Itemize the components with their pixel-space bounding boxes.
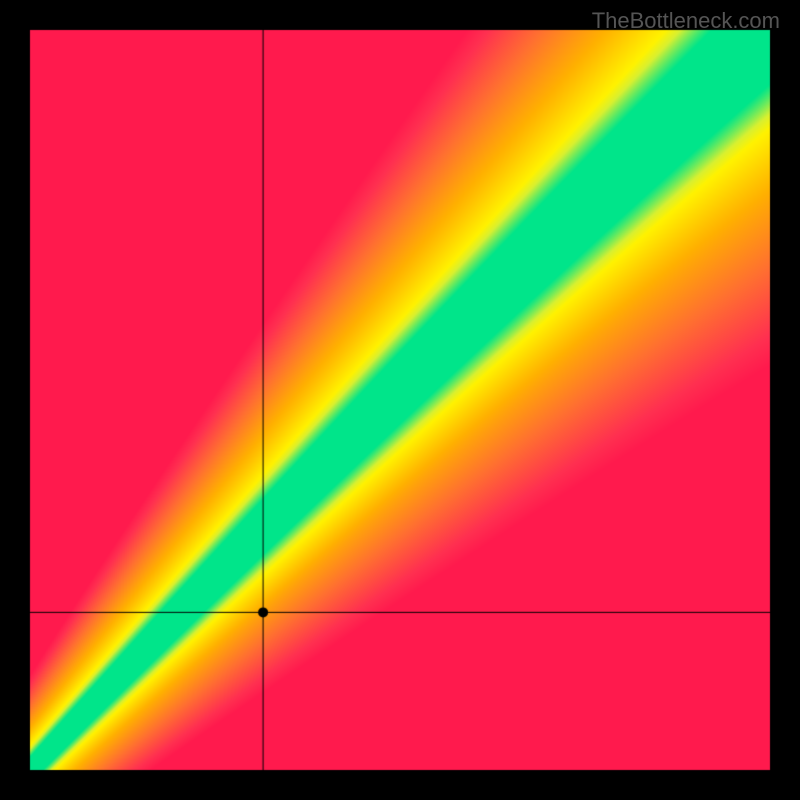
bottleneck-heatmap-canvas [0,0,800,800]
watermark-text: TheBottleneck.com [592,8,780,34]
chart-container: TheBottleneck.com [0,0,800,800]
